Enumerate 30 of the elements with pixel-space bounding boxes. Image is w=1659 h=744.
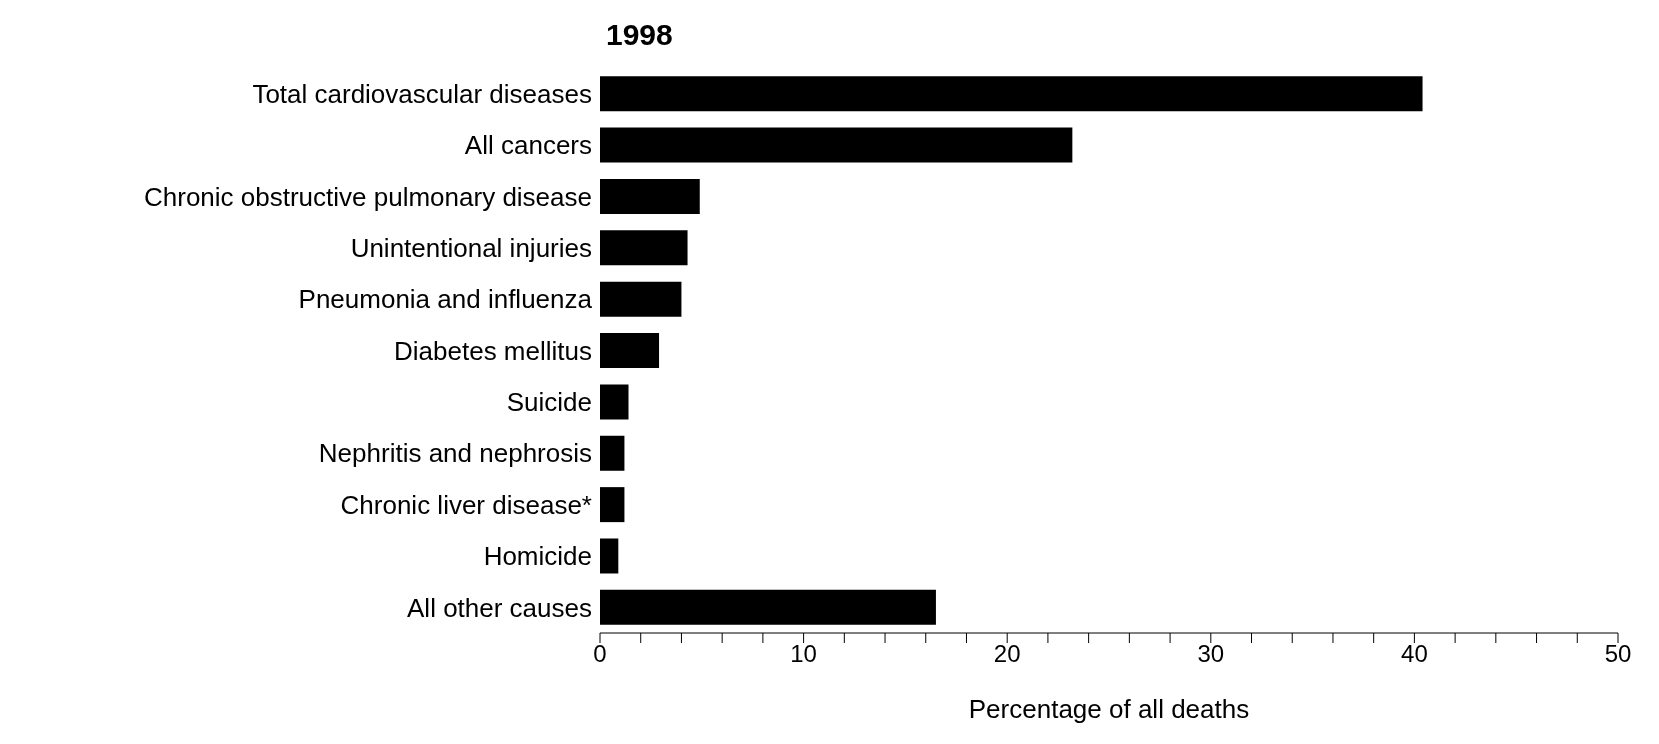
y-tick-label: Diabetes mellitus [394,335,592,366]
y-tick-label: Chronic liver disease* [340,489,592,520]
y-tick-label: Chronic obstructive pulmonary disease [144,181,592,212]
y-tick-label: Homicide [483,541,592,572]
bar [600,281,682,317]
chart-title: 1998 [606,18,673,52]
y-tick-label: All other causes [407,592,592,623]
x-tick-label: 20 [993,640,1021,668]
bar [600,127,1073,163]
x-tick-label: 0 [593,640,607,668]
y-tick-label: All cancers [464,130,592,161]
bar [600,487,625,523]
y-tick-label: Total cardiovascular diseases [252,78,592,109]
bar [600,230,688,266]
bar [600,333,660,369]
x-tick-label: 10 [790,640,817,668]
y-tick-label: Unintentional injuries [350,233,592,263]
bar [600,76,1423,112]
x-axis-title: Percentage of all deaths [968,694,1250,724]
y-tick-label: Nephritis and nephrosis [318,438,592,469]
x-tick-label: 50 [1604,640,1632,668]
bar [600,538,619,574]
bar [600,178,700,214]
x-tick-label: 30 [1197,640,1225,668]
y-tick-label: Pneumonia and influenza [298,284,593,315]
bar [600,435,625,471]
bar [600,384,629,420]
bar [600,589,936,625]
x-tick-label: 40 [1401,640,1428,668]
y-tick-label: Suicide [506,387,592,418]
